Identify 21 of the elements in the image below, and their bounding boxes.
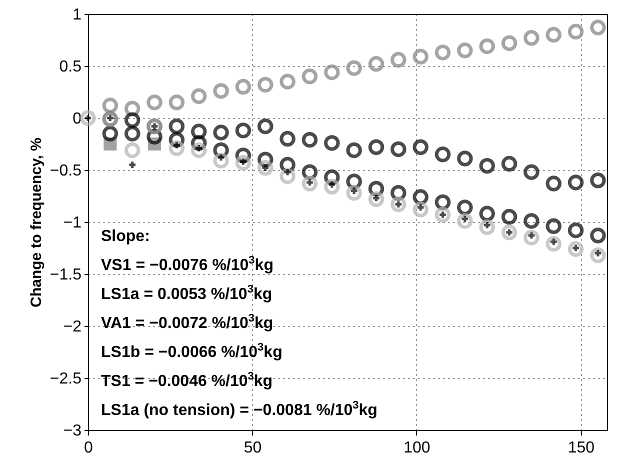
annotation: VA1 = −0.0072 %/10$^{3}$kg (101, 312, 274, 334)
y-tick-label: −0.5 (50, 162, 82, 180)
annotation: VS1 = −0.0076 %/10$^{3}$kg (101, 254, 274, 276)
y-tick-label: 0 (72, 110, 82, 128)
x-tick-label: 50 (244, 440, 262, 456)
x-tick-label: 150 (568, 440, 595, 456)
x-tick-label: 0 (84, 440, 94, 456)
y-axis-title: Change to frequency, % (28, 138, 45, 308)
x-tick-label: 100 (404, 440, 430, 456)
y-tick-label: −3 (63, 422, 82, 440)
y-tick-label: 1 (72, 6, 82, 24)
annotation: TS1 = −0.0046 %/10$^{3}$kg (101, 370, 274, 392)
annotation: LS1b = −0.0066 %/10$^{3}$kg (101, 340, 284, 363)
y-tick-label: 0.5 (59, 58, 82, 76)
annotation: Slope: (101, 227, 151, 247)
y-tick-label: −2.5 (50, 370, 82, 388)
y-tick-label: −2 (63, 318, 82, 336)
annotation: LS1a (no tension) = −0.0081 %/10$^{3}$kg (101, 398, 378, 421)
y-tick-label: −1.5 (50, 266, 82, 284)
y-tick-label: −1 (63, 214, 82, 232)
annotation: LS1a = 0.0053 %/10$^{3}$kg (101, 282, 274, 305)
